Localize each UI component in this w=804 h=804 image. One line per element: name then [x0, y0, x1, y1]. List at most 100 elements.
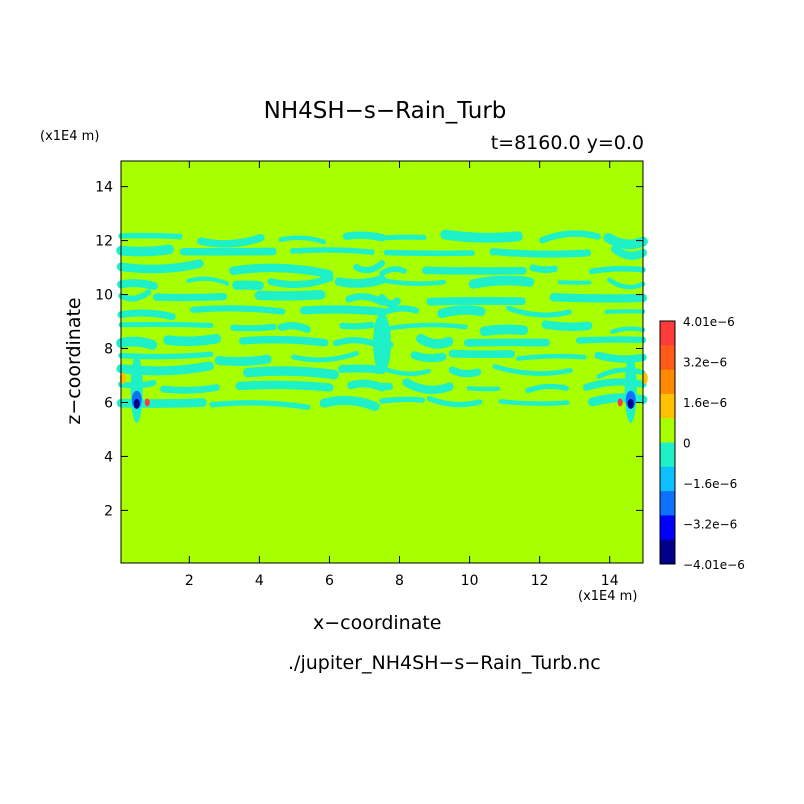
turbulent-streak	[539, 230, 601, 244]
turbulent-streak	[197, 233, 265, 248]
turbulent-streak	[437, 305, 486, 319]
turbulent-streak	[588, 265, 646, 275]
turbulent-streak	[232, 280, 264, 291]
turbulent-streak	[118, 321, 214, 328]
turbulent-streak	[118, 232, 183, 240]
colorbar-label: −1.6e−6	[683, 477, 737, 491]
turbulent-streak	[163, 333, 222, 347]
colorbar-label: 1.6e−6	[683, 396, 727, 410]
turbulent-streak	[379, 322, 468, 332]
z-axis-unit: (x1E4 m)	[40, 129, 100, 144]
turbulent-streak	[466, 386, 501, 392]
central-column-feature	[373, 313, 391, 374]
turbulent-streak	[468, 275, 535, 289]
turbulent-streak	[186, 276, 230, 286]
turbulent-streak	[334, 275, 387, 288]
turbulent-streak	[347, 379, 386, 392]
turbulent-streak	[116, 244, 174, 257]
turbulent-streak	[118, 289, 152, 302]
colorbar-segment	[660, 345, 675, 371]
turbulent-streak	[498, 399, 570, 406]
turbulent-streak	[610, 245, 648, 260]
colorbar-label: 4.01e−6	[683, 315, 735, 329]
turbulent-streak	[190, 305, 286, 315]
x-tick-label: 14	[601, 573, 619, 589]
turbulent-streak	[575, 336, 647, 344]
colorbar-segment	[660, 369, 675, 395]
turbulent-streak	[379, 278, 447, 286]
time-label: t=8160.0 y=0.0	[490, 132, 644, 154]
turbulent-band	[116, 229, 648, 411]
colorbar-segment	[660, 442, 675, 468]
colorbar-label: −3.2e−6	[683, 518, 737, 532]
turbulent-streak	[479, 324, 529, 337]
turbulent-streak	[116, 398, 207, 408]
turbulent-streak	[607, 277, 646, 290]
turbulent-streak	[382, 234, 427, 241]
turbulent-streak	[603, 232, 648, 250]
turbulent-streak	[379, 266, 407, 277]
turbulent-streak	[402, 378, 454, 394]
turbulent-streak	[339, 321, 375, 330]
colorbar-segment	[660, 491, 675, 516]
z-tick-label: 10	[95, 288, 113, 304]
turbulent-streak	[117, 279, 158, 291]
turbulent-streak	[582, 378, 647, 391]
turbulent-streak	[416, 333, 454, 349]
turbulent-streak	[448, 349, 515, 359]
colorbar: 4.01e−6 3.2e−6 1.6e−6 0 −1.6e−6 −3.2e−6 −4.01e…	[659, 315, 745, 572]
turbulent-streak	[116, 259, 204, 274]
edge-plume	[130, 354, 143, 423]
turbulent-streak	[448, 366, 482, 378]
x-axis-label: x−coordinate	[313, 612, 442, 634]
turbulent-streak	[506, 305, 572, 318]
min-value-core	[133, 398, 140, 409]
max-value-blob	[144, 398, 150, 407]
colorbar-segment	[660, 321, 675, 346]
colorbar-segment	[660, 418, 675, 443]
x-tick-label: 4	[255, 573, 264, 589]
x-tick-label: 12	[531, 573, 549, 589]
turbulent-streak	[214, 354, 272, 366]
colorbar-frame	[659, 320, 676, 565]
turbulent-streak	[426, 395, 483, 408]
colorbar-label: 0	[683, 437, 691, 451]
turbulent-streak	[541, 320, 593, 331]
x-tick-label: 10	[461, 573, 479, 589]
turbulent-streak	[267, 274, 334, 288]
turbulent-streak	[515, 353, 587, 361]
turbulent-streak	[319, 395, 380, 411]
turbulent-streak	[254, 290, 326, 301]
turbulent-streak	[588, 393, 648, 407]
turbulent-streak	[610, 326, 646, 334]
turbulent-streak	[378, 305, 420, 317]
extreme-value-features	[119, 354, 648, 423]
edge-plume	[624, 354, 637, 423]
z-tick-label: 12	[95, 234, 113, 250]
x-axis-unit: (x1E4 m)	[578, 589, 638, 604]
file-label: ./jupiter_NH4SH−s−Rain_Turb.nc	[288, 652, 601, 674]
turbulent-streak	[596, 367, 646, 379]
turbulent-streak	[426, 297, 526, 306]
z-tick-label: 4	[104, 449, 113, 465]
turbulent-streak	[117, 309, 176, 321]
turbulent-streak	[278, 235, 327, 245]
plot-frame	[120, 160, 644, 564]
turbulent-streak	[116, 336, 158, 350]
colorbar-segment	[660, 515, 675, 541]
z-tick-label: 2	[104, 503, 113, 519]
turbulent-streak	[243, 366, 339, 380]
turbulent-streak	[378, 294, 401, 308]
turbulent-streak	[299, 305, 387, 316]
colorbar-label: 3.2e−6	[683, 356, 727, 370]
min-value-core	[627, 398, 634, 409]
turbulent-streak	[230, 323, 277, 332]
turbulent-streak	[489, 248, 592, 258]
turbulent-streak	[383, 249, 475, 257]
turbulent-streak	[353, 260, 386, 274]
turbulent-streak	[291, 350, 359, 363]
z-tick-label: 8	[104, 342, 113, 358]
turbulent-streak	[289, 247, 375, 255]
max-value-blob	[617, 398, 623, 407]
